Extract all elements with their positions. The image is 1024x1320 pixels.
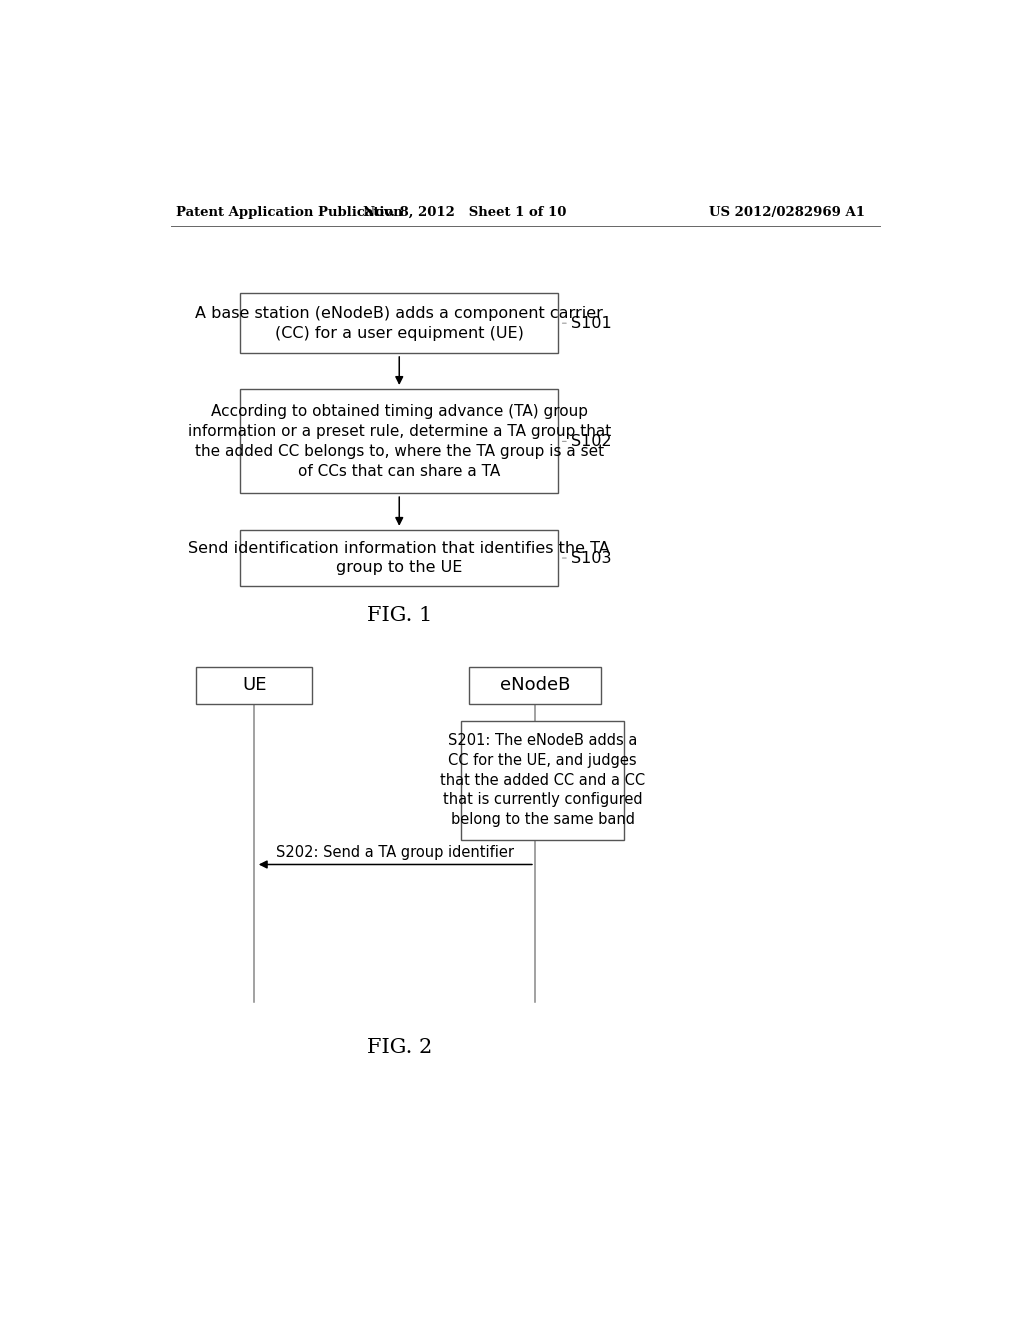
Text: S102: S102 bbox=[570, 434, 611, 449]
Text: Send identification information that identifies the TA
group to the UE: Send identification information that ide… bbox=[188, 541, 610, 576]
Text: US 2012/0282969 A1: US 2012/0282969 A1 bbox=[710, 206, 865, 219]
Text: S103: S103 bbox=[570, 550, 611, 565]
Text: Nov. 8, 2012   Sheet 1 of 10: Nov. 8, 2012 Sheet 1 of 10 bbox=[364, 206, 567, 219]
Text: FIG. 2: FIG. 2 bbox=[367, 1039, 432, 1057]
Text: S101: S101 bbox=[570, 315, 611, 331]
Text: FIG. 1: FIG. 1 bbox=[367, 606, 432, 624]
Bar bbox=[241, 531, 558, 586]
Text: According to obtained timing advance (TA) group
information or a preset rule, de: According to obtained timing advance (TA… bbox=[187, 404, 611, 479]
Text: eNodeB: eNodeB bbox=[500, 676, 570, 694]
Bar bbox=[197, 667, 312, 704]
Bar bbox=[241, 389, 558, 494]
Text: S201: The eNodeB adds a
CC for the UE, and judges
that the added CC and a CC
tha: S201: The eNodeB adds a CC for the UE, a… bbox=[440, 733, 645, 828]
Text: UE: UE bbox=[242, 676, 266, 694]
Bar bbox=[241, 293, 558, 354]
Text: Patent Application Publication: Patent Application Publication bbox=[176, 206, 402, 219]
Bar bbox=[469, 667, 601, 704]
Bar bbox=[461, 721, 624, 840]
Text: A base station (eNodeB) adds a component carrier
(CC) for a user equipment (UE): A base station (eNodeB) adds a component… bbox=[196, 306, 603, 341]
Text: S202: Send a TA group identifier: S202: Send a TA group identifier bbox=[275, 845, 514, 859]
